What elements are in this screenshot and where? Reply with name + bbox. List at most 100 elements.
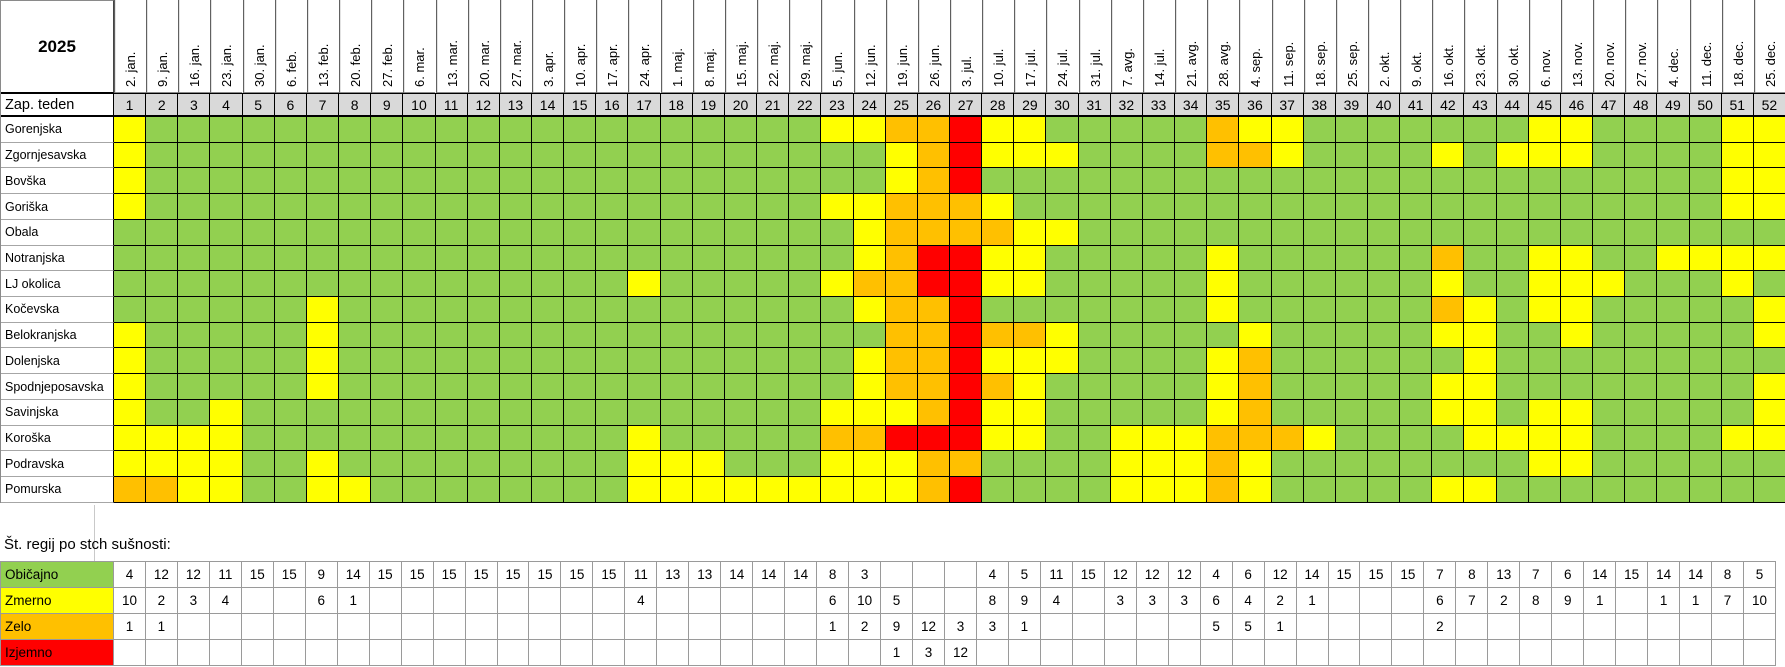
heatmap-cell <box>757 451 790 478</box>
heatmap-cell <box>1142 399 1176 426</box>
heatmap-cell <box>371 297 404 323</box>
heatmap-cell <box>1464 374 1497 400</box>
heatmap-cell <box>1528 168 1561 195</box>
heatmap-cell <box>660 168 693 195</box>
summary-value-cell <box>177 614 210 640</box>
summary-value-cell <box>625 614 658 640</box>
heatmap-cell <box>210 348 243 375</box>
heatmap-cell <box>435 194 468 220</box>
heatmap-cell <box>1303 245 1336 272</box>
summary-value-cell: 12 <box>1104 562 1137 588</box>
heatmap-cell <box>467 117 500 143</box>
heatmap-cell <box>1560 219 1594 246</box>
heatmap-cell <box>757 425 790 452</box>
heatmap-cell <box>1657 168 1690 195</box>
heatmap-cell <box>435 425 468 452</box>
heatmap-cell <box>1689 245 1722 272</box>
week-number-cell: 5 <box>242 93 275 117</box>
heatmap-cell <box>692 168 725 195</box>
summary-value-cell: 5 <box>1008 562 1041 588</box>
heatmap-cell <box>1271 219 1304 246</box>
heatmap-cell <box>1528 348 1561 375</box>
date-header-cell: 22. maj. <box>757 0 790 93</box>
heatmap-cell <box>1142 142 1176 169</box>
summary-value-cell <box>1616 588 1649 614</box>
heatmap-cell <box>789 245 822 272</box>
summary-value-cell: 15 <box>497 562 530 588</box>
heatmap-cell <box>950 425 983 452</box>
heatmap-cell <box>1175 425 1208 452</box>
week-number-cell: 31 <box>1078 93 1111 117</box>
summary-value-cell: 14 <box>753 562 786 588</box>
heatmap-cell <box>1657 142 1690 169</box>
heatmap-cell <box>1625 451 1658 478</box>
heatmap-cell <box>789 425 822 452</box>
heatmap-cell <box>1271 348 1304 375</box>
heatmap-cell <box>1560 297 1594 323</box>
heatmap-cell <box>339 451 372 478</box>
summary-value-cell <box>369 640 402 666</box>
heatmap-cell <box>1689 271 1722 298</box>
heatmap-cell <box>1335 399 1368 426</box>
heatmap-cell <box>564 117 597 143</box>
week-number-cell: 1 <box>114 93 147 117</box>
date-header-cell: 23. okt. <box>1464 0 1497 93</box>
heatmap-cell <box>1014 348 1047 375</box>
heatmap-cell <box>564 348 597 375</box>
heatmap-cell <box>1175 194 1208 220</box>
heatmap-cell <box>499 245 532 272</box>
region-label: Pomurska <box>1 477 114 503</box>
summary-value-cell <box>369 614 402 640</box>
heatmap-cell <box>1400 194 1433 220</box>
summary-value-cell <box>1424 640 1457 666</box>
heatmap-cell <box>114 348 147 375</box>
week-number-cell: 13 <box>499 93 532 117</box>
date-header-cell: 3. jul. <box>950 0 983 93</box>
heatmap-cell <box>885 168 918 195</box>
heatmap-cell <box>692 117 725 143</box>
heatmap-cell <box>403 297 436 323</box>
heatmap-cell <box>1432 297 1465 323</box>
heatmap-cell <box>1657 194 1690 220</box>
summary-value-cell <box>401 588 434 614</box>
heatmap-cell <box>1721 117 1754 143</box>
summary-value-cell <box>913 562 945 588</box>
heatmap-cell <box>1271 142 1304 169</box>
heatmap-cell <box>242 399 275 426</box>
heatmap-cell <box>210 425 243 452</box>
heatmap-cell <box>210 117 243 143</box>
heatmap-cell <box>499 322 532 349</box>
heatmap-cell <box>789 477 822 503</box>
heatmap-cell <box>1657 374 1690 400</box>
heatmap-cell <box>1657 451 1690 478</box>
heatmap-cell <box>1496 271 1529 298</box>
heatmap-cell <box>1207 451 1240 478</box>
heatmap-cell <box>1271 271 1304 298</box>
summary-value-cell <box>561 640 594 666</box>
heatmap-cell <box>1528 322 1561 349</box>
heatmap-cell <box>564 297 597 323</box>
heatmap-cell <box>242 245 275 272</box>
summary-value-cell <box>944 562 977 588</box>
heatmap-cell <box>917 322 950 349</box>
heatmap-cell <box>1753 245 1785 272</box>
heatmap-cell <box>1014 322 1047 349</box>
heatmap-cell <box>146 219 179 246</box>
heatmap-cell <box>1142 168 1176 195</box>
heatmap-cell <box>1142 451 1176 478</box>
date-header-cell: 26. jun. <box>917 0 950 93</box>
summary-value-cell: 4 <box>1040 588 1073 614</box>
heatmap-cell <box>1207 271 1240 298</box>
heatmap-cell <box>532 425 565 452</box>
year-label: 2025 <box>1 0 114 93</box>
summary-value-cell <box>561 614 594 640</box>
heatmap-cell <box>757 117 790 143</box>
heatmap-cell <box>1239 425 1272 452</box>
heatmap-cell <box>1335 348 1368 375</box>
heatmap-cell <box>114 477 147 503</box>
summary-value-cell <box>401 640 434 666</box>
heatmap-cell <box>178 425 211 452</box>
heatmap-cell <box>853 451 886 478</box>
summary-value-cell <box>849 640 882 666</box>
summary-value-cell <box>273 640 306 666</box>
